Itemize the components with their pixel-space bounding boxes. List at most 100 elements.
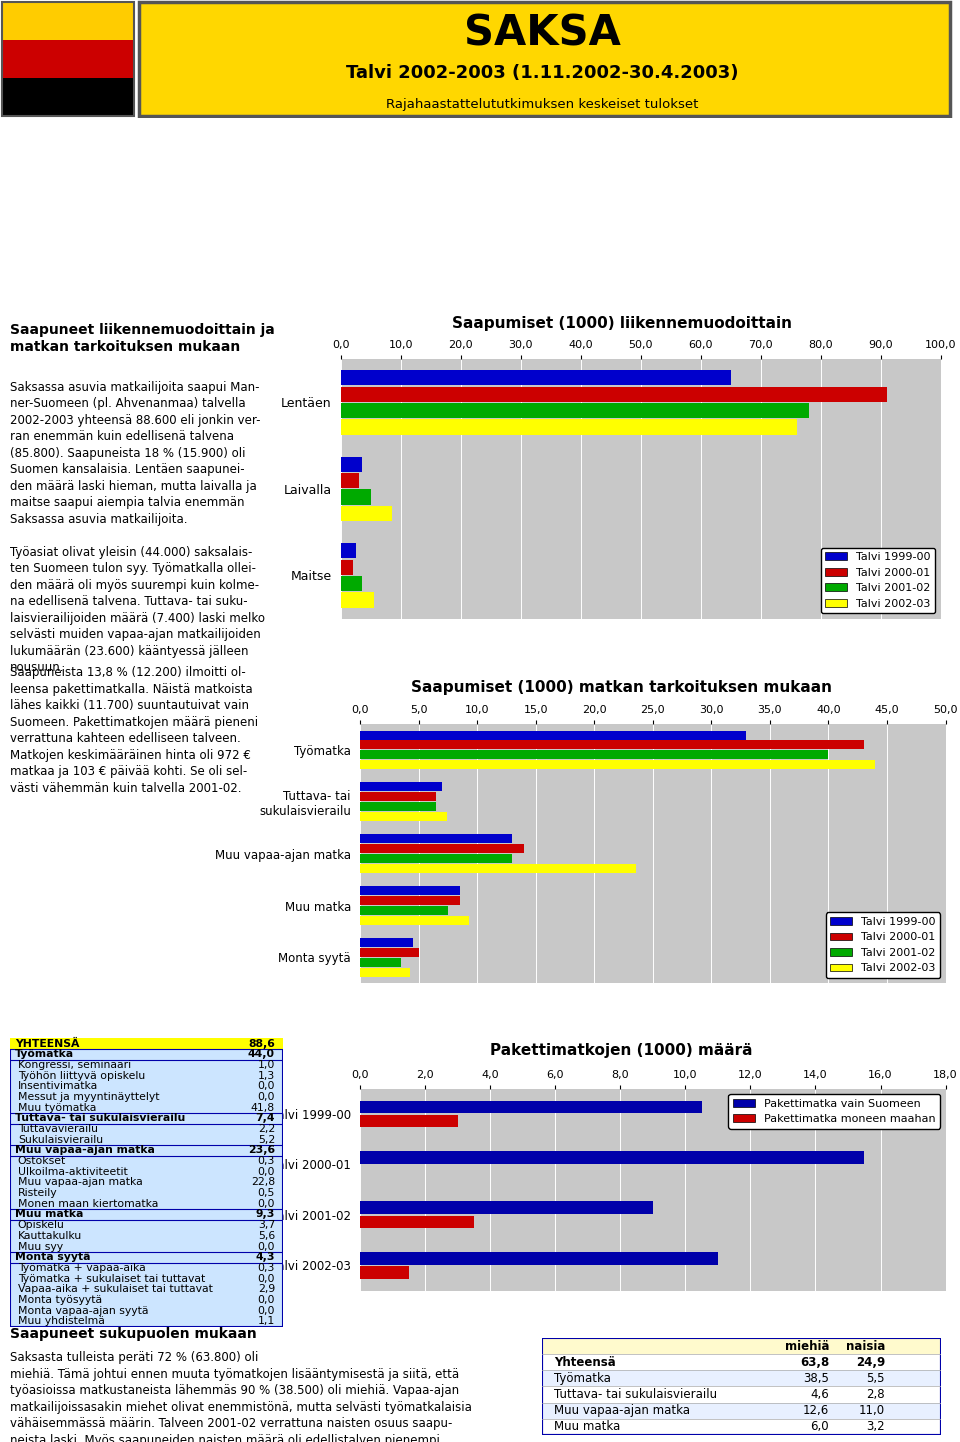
Text: Muu matka: Muu matka xyxy=(15,1210,84,1220)
Bar xyxy=(360,939,413,947)
FancyBboxPatch shape xyxy=(2,40,134,78)
Text: Saapuneista 13,8 % (12.200) ilmoitti ol-
leensa pakettimatkalla. Näistä matkoist: Saapuneista 13,8 % (12.200) ilmoitti ol-… xyxy=(10,666,257,795)
Text: 11,0: 11,0 xyxy=(859,1405,885,1417)
Bar xyxy=(360,1252,718,1265)
FancyBboxPatch shape xyxy=(542,1403,941,1419)
Text: Muu vapaa-ajan matka: Muu vapaa-ajan matka xyxy=(554,1405,690,1417)
Text: 0,0: 0,0 xyxy=(257,1198,275,1208)
Text: Muu yhdistelmä: Muu yhdistelmä xyxy=(18,1317,105,1327)
Text: 0,0: 0,0 xyxy=(257,1295,275,1305)
Bar xyxy=(341,575,362,591)
Bar xyxy=(360,1115,458,1128)
Text: Saapumiset (1000) matkan tarkoituksen mukaan: Saapumiset (1000) matkan tarkoituksen mu… xyxy=(411,681,832,695)
Text: 0,0: 0,0 xyxy=(257,1082,275,1092)
Text: Muu vapaa-ajan matka: Muu vapaa-ajan matka xyxy=(18,1178,142,1187)
FancyBboxPatch shape xyxy=(139,3,950,115)
Bar xyxy=(360,792,436,802)
Text: Saksassa asuvia matkailijoita saapui Man-
ner-Suomeen (pl. Ahvenanmaa) talvella
: Saksassa asuvia matkailijoita saapui Man… xyxy=(10,381,265,675)
Text: 1,1: 1,1 xyxy=(257,1317,275,1327)
Bar xyxy=(360,1100,702,1113)
Bar xyxy=(360,864,636,872)
FancyBboxPatch shape xyxy=(542,1338,941,1435)
Text: 9,3: 9,3 xyxy=(255,1210,275,1220)
Text: 4,6: 4,6 xyxy=(810,1389,829,1402)
Text: Ostokset: Ostokset xyxy=(18,1156,66,1167)
Text: 0,0: 0,0 xyxy=(257,1305,275,1315)
Text: Saapuneet sukupuolen mukaan: Saapuneet sukupuolen mukaan xyxy=(10,1327,256,1341)
Bar xyxy=(360,916,468,924)
Text: 23,6: 23,6 xyxy=(248,1145,275,1155)
Text: 3,7: 3,7 xyxy=(257,1220,275,1230)
Text: Pakettimatkojen (1000) määrä: Pakettimatkojen (1000) määrä xyxy=(491,1043,753,1058)
Text: 0,3: 0,3 xyxy=(257,1156,275,1167)
Text: Kongressi, seminaari: Kongressi, seminaari xyxy=(18,1060,131,1070)
Bar xyxy=(360,1266,409,1279)
Bar xyxy=(360,906,447,916)
Bar xyxy=(360,887,460,895)
Text: Saapumiset (1000) liikennemuodoittain: Saapumiset (1000) liikennemuodoittain xyxy=(451,316,792,330)
Text: Monta syytä: Monta syytä xyxy=(15,1252,90,1262)
Text: Tuttava- tai sukulaisvierailu: Tuttava- tai sukulaisvierailu xyxy=(554,1389,717,1402)
Bar xyxy=(360,844,524,854)
Text: Tuttavavierailu: Tuttavavierailu xyxy=(18,1123,98,1133)
Text: Kauttakulku: Kauttakulku xyxy=(18,1231,82,1242)
Text: 0,0: 0,0 xyxy=(257,1167,275,1177)
Bar xyxy=(341,420,797,434)
Bar xyxy=(360,802,436,812)
Text: Insentivimatka: Insentivimatka xyxy=(18,1082,98,1092)
Text: 38,5: 38,5 xyxy=(804,1371,829,1384)
Text: 5,2: 5,2 xyxy=(257,1135,275,1145)
FancyBboxPatch shape xyxy=(542,1370,941,1387)
Bar xyxy=(360,957,401,968)
Bar xyxy=(360,895,460,906)
Text: 22,8: 22,8 xyxy=(251,1178,275,1187)
Text: 1,0: 1,0 xyxy=(257,1060,275,1070)
Text: Talvi 2002-2003 (1.11.2002-30.4.2003): Talvi 2002-2003 (1.11.2002-30.4.2003) xyxy=(347,65,738,82)
Bar xyxy=(341,457,362,472)
Text: 5,6: 5,6 xyxy=(257,1231,275,1242)
Text: Työhön liittyvä opiskelu: Työhön liittyvä opiskelu xyxy=(18,1070,145,1080)
Bar xyxy=(360,812,446,820)
Bar xyxy=(341,371,731,385)
FancyBboxPatch shape xyxy=(2,3,134,40)
Bar xyxy=(341,489,371,505)
Text: Muu työmatka: Muu työmatka xyxy=(18,1103,96,1113)
Legend: Pakettimatka vain Suomeen, Pakettimatka moneen maahan: Pakettimatka vain Suomeen, Pakettimatka … xyxy=(729,1094,940,1129)
Bar xyxy=(360,835,513,844)
Text: 41,8: 41,8 xyxy=(251,1103,275,1113)
Legend: Talvi 1999-00, Talvi 2000-01, Talvi 2001-02, Talvi 2002-03: Talvi 1999-00, Talvi 2000-01, Talvi 2001… xyxy=(821,548,935,613)
Bar xyxy=(360,740,864,750)
Text: Työmatka: Työmatka xyxy=(554,1371,612,1384)
Bar xyxy=(360,750,828,760)
Text: Tuttava- tai sukulaisvierailu: Tuttava- tai sukulaisvierailu xyxy=(15,1113,185,1123)
Bar xyxy=(360,783,442,792)
Text: 3,2: 3,2 xyxy=(866,1420,885,1433)
Text: Työmatka + vapaa-aika: Työmatka + vapaa-aika xyxy=(18,1263,146,1273)
Text: 0,3: 0,3 xyxy=(257,1263,275,1273)
Bar xyxy=(341,506,392,521)
Text: 0,0: 0,0 xyxy=(257,1092,275,1102)
Text: Saksasta tulleista peräti 72 % (63.800) oli
miehiä. Tämä johtui ennen muuta työm: Saksasta tulleista peräti 72 % (63.800) … xyxy=(10,1351,471,1442)
Bar xyxy=(360,1201,653,1214)
Text: Yhteensä: Yhteensä xyxy=(554,1355,616,1368)
Text: Opiskelu: Opiskelu xyxy=(18,1220,64,1230)
Bar xyxy=(360,1151,864,1164)
Text: 4,3: 4,3 xyxy=(255,1252,275,1262)
Bar xyxy=(360,947,419,957)
FancyBboxPatch shape xyxy=(542,1338,941,1354)
Text: 6,0: 6,0 xyxy=(810,1420,829,1433)
Text: 2,9: 2,9 xyxy=(257,1285,275,1295)
Text: Monta vapaa-ajan syytä: Monta vapaa-ajan syytä xyxy=(18,1305,148,1315)
Bar xyxy=(341,559,352,575)
Text: naisia: naisia xyxy=(846,1340,885,1353)
Text: SAKSA: SAKSA xyxy=(464,12,621,55)
Text: Muu vapaa-ajan matka: Muu vapaa-ajan matka xyxy=(15,1145,155,1155)
Text: Risteily: Risteily xyxy=(18,1188,58,1198)
Text: 0,0: 0,0 xyxy=(257,1242,275,1252)
Text: 1,3: 1,3 xyxy=(257,1070,275,1080)
Text: 88,6: 88,6 xyxy=(248,1038,275,1048)
Text: Rajahaastattelututkimuksen keskeiset tulokset: Rajahaastattelututkimuksen keskeiset tul… xyxy=(386,98,699,111)
Bar xyxy=(360,854,513,864)
Bar xyxy=(341,402,808,418)
Bar xyxy=(360,968,410,976)
